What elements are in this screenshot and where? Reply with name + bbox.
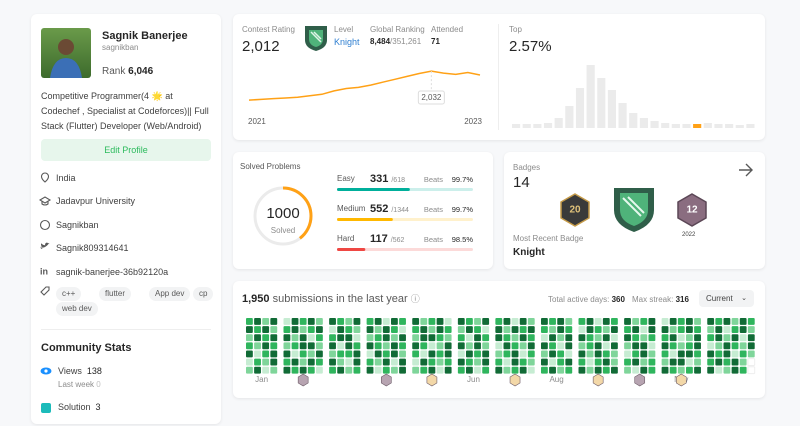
solution-value: 3 (95, 402, 101, 412)
profile-card: Sagnik Banerjee sagnikban Rank 6,046 Com… (31, 14, 221, 424)
badge-year: 2022 (682, 232, 696, 238)
edit-profile-button[interactable]: Edit Profile (41, 139, 211, 161)
attended-label: Attended (431, 25, 464, 34)
svg-text:12: 12 (686, 205, 698, 216)
skill-tag: c++ (56, 287, 82, 301)
recent-badge-label: Most Recent Badge (513, 234, 584, 243)
submissions-card: 1,950 submissions in the last year ⓘ Tot… (233, 281, 765, 398)
views-value: 138 (86, 366, 102, 376)
github[interactable]: Sagnikban (56, 220, 99, 230)
attended-value: 71 (431, 37, 440, 46)
rating-value: 2,012 (242, 38, 280, 55)
active-days-value: 360 (611, 295, 625, 304)
badges-title: Badges (513, 163, 541, 172)
svg-text:20: 20 (569, 205, 581, 216)
badge-icons: 20 12 (560, 188, 707, 232)
divider (41, 329, 211, 330)
bio: Competitive Programmer(4 🌟 at Codechef ,… (41, 91, 209, 131)
submissions-heading: 1,950 submissions in the last year ⓘ (242, 294, 420, 305)
skill-tag: App dev (149, 287, 191, 301)
last-week-value: 0 (96, 380, 101, 389)
linkedin-icon: in (40, 266, 48, 276)
school: Jadavpur University (56, 196, 136, 206)
solved-card: Solved Problems (233, 152, 493, 269)
submissions-count: 1,950 (242, 293, 270, 305)
active-days-label: Total active days: (548, 295, 610, 304)
knight-icon (305, 26, 327, 51)
top-label: Top (509, 25, 522, 34)
global-total: /351,261 (390, 37, 422, 46)
last-week-label: Last week (58, 380, 95, 389)
github-icon (39, 219, 51, 231)
max-streak-label: Max streak: (632, 295, 674, 304)
badges-count: 14 (513, 174, 530, 191)
user-name: Sagnik Banerjee (102, 30, 188, 42)
last-week: Last week 0 (58, 381, 101, 389)
rating-label: Contest Rating (242, 25, 295, 34)
views: Views 138 (58, 367, 102, 376)
submissions-label: submissions in the last year (272, 293, 408, 305)
level-label: Level (334, 25, 354, 34)
global-label: Global Ranking (370, 25, 425, 34)
rank-label-text: Rank (102, 66, 126, 77)
profile-page: {"profile":{"name":"Sagnik Banerjee","us… (39, 14, 765, 413)
tag-icon (40, 286, 50, 296)
max-streak-value: 316 (675, 295, 689, 304)
max-streak: Max streak: 316 (632, 296, 689, 304)
badges-arrow[interactable] (738, 163, 754, 177)
dropdown-caret: ⌄ (741, 295, 747, 302)
level-value: Knight (334, 37, 360, 47)
location: India (56, 173, 76, 183)
skill-tag: web dev (56, 302, 98, 316)
badges-card: Badges 14 20 12 2022 Most Recent Badge K… (504, 152, 765, 269)
solved-title: Solved Problems (240, 162, 301, 171)
views-label: Views (58, 366, 82, 376)
linkedin[interactable]: sagnik-banerjee-36b92120a (56, 267, 169, 277)
solution-label: Solution (58, 402, 91, 412)
skill-tag: cp (193, 287, 214, 301)
global-rank: 8,484/351,261 (370, 38, 421, 46)
user-handle: sagnikban (102, 43, 139, 52)
skill-tag: flutter (99, 287, 132, 301)
top-value: 2.57% (509, 38, 552, 55)
rank-value: 6,046 (128, 66, 154, 77)
community-icons (40, 367, 52, 413)
recent-badge: Knight (513, 247, 545, 258)
period-dropdown[interactable]: Current ⌄ (699, 290, 754, 307)
rank-label: Rank 6,046 (102, 67, 153, 77)
info-icon[interactable]: ⓘ (410, 294, 420, 304)
page: Profile *{box-sizing:border-box} body{ma… (39, 14, 765, 413)
global-rank-value: 8,484 (370, 37, 391, 46)
community-title: Community Stats (41, 342, 132, 354)
period-value: Current (706, 294, 733, 303)
avatar (41, 28, 91, 78)
school-icon (39, 196, 52, 206)
twitter-icon (40, 242, 50, 249)
contest-card: Contest Rating 2,012 Level Knight Global… (233, 14, 765, 140)
active-days: Total active days: 360 (548, 296, 625, 304)
info-icons: in (39, 172, 52, 296)
location-icon (40, 172, 50, 183)
twitter[interactable]: Sagnik809314641 (56, 243, 129, 253)
solution: Solution 3 (58, 403, 101, 412)
divider (498, 24, 499, 130)
